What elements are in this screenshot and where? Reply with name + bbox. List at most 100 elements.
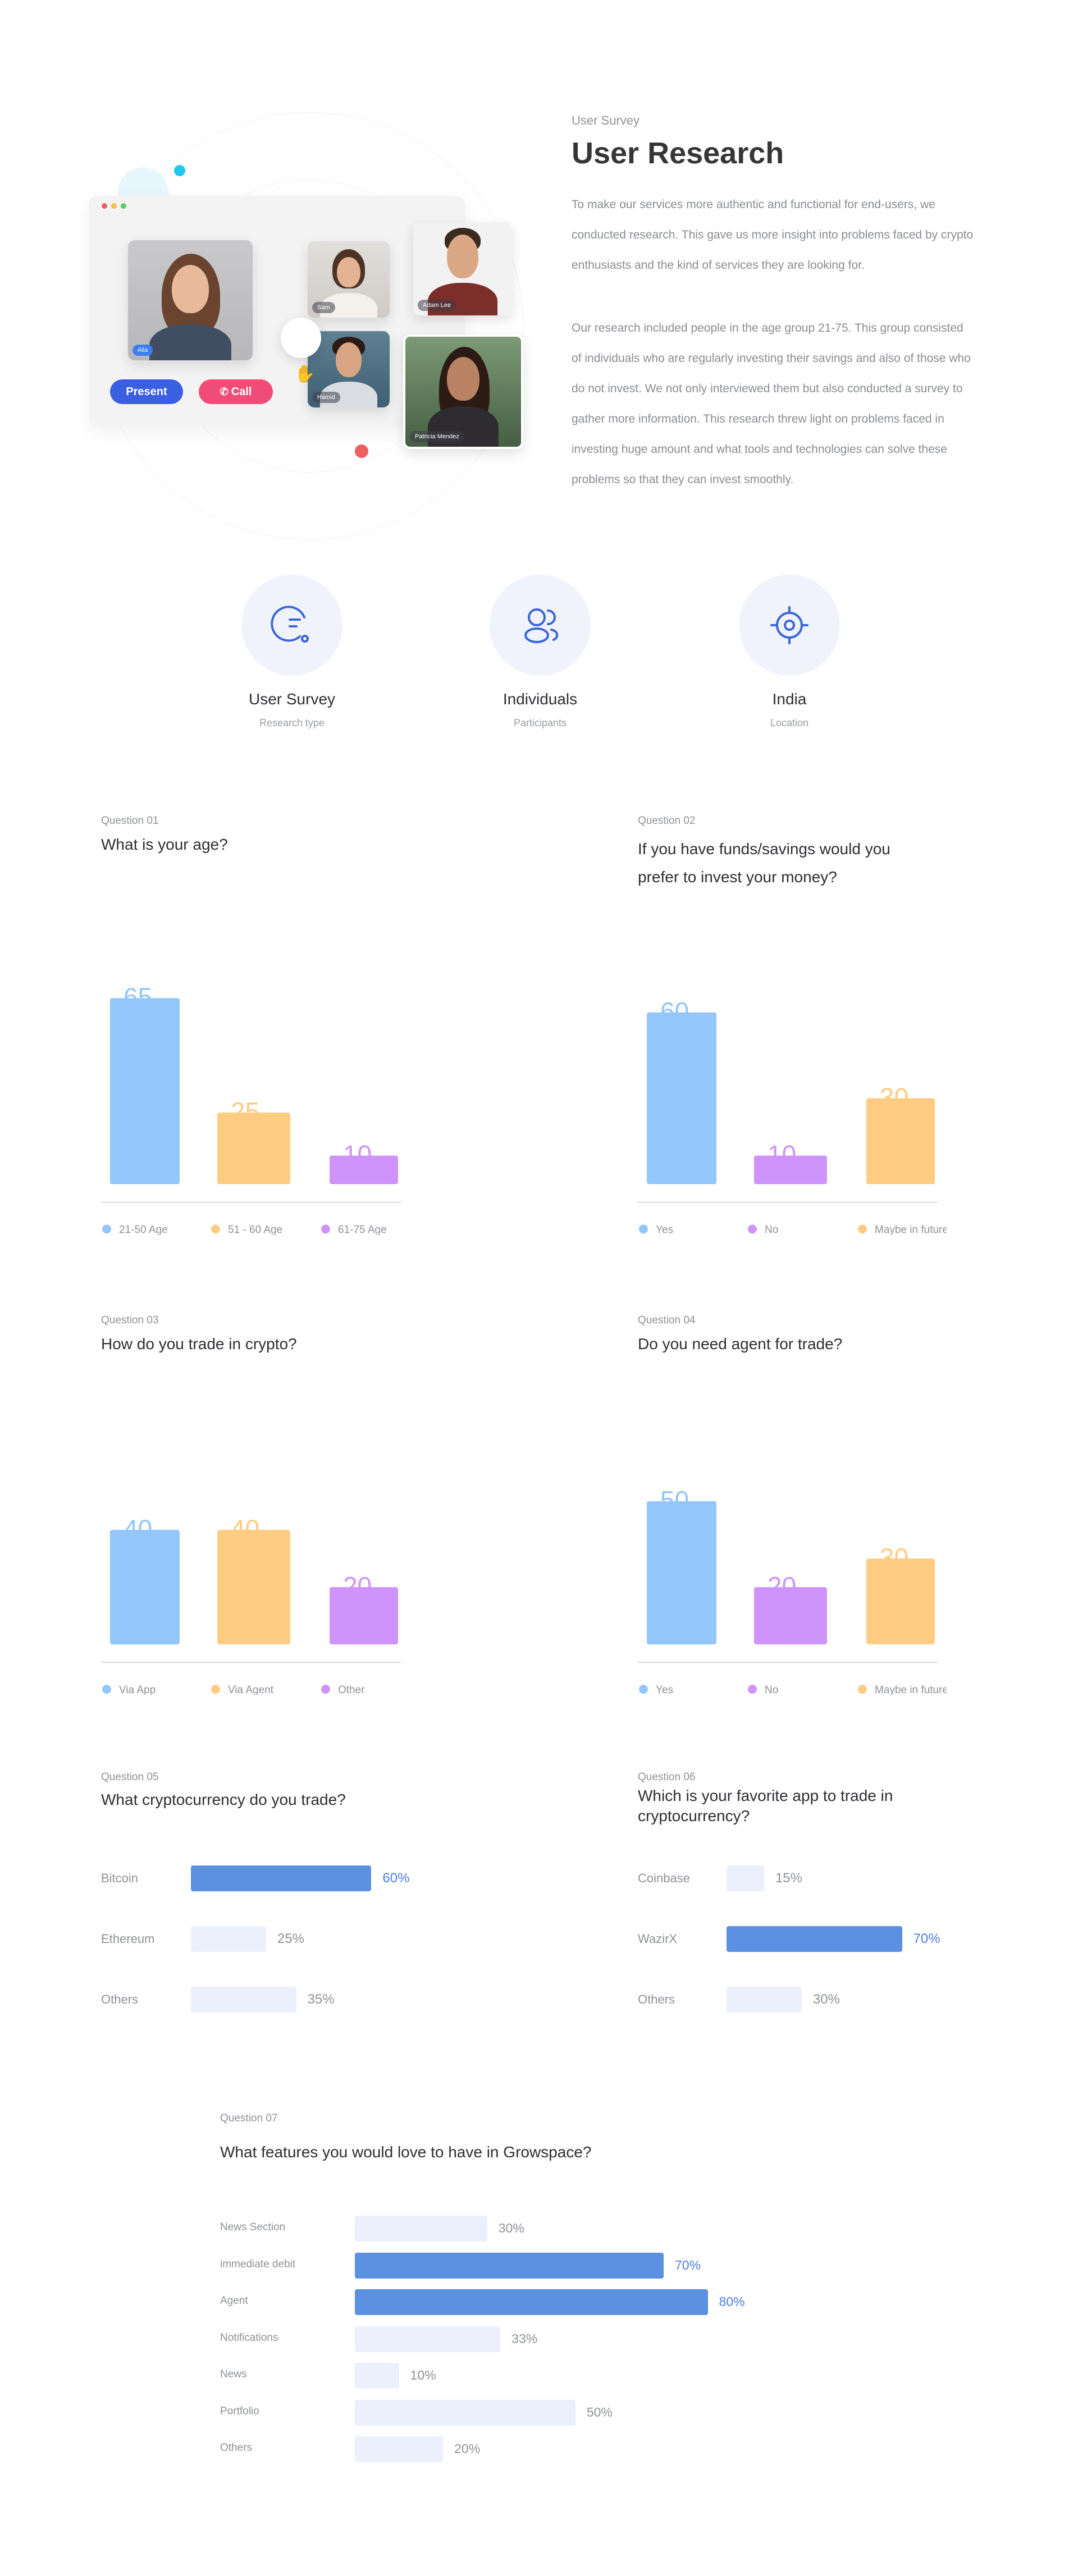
paragraph-line: gather more information. This research t… [572, 412, 944, 425]
bar-value-label: 10% [343, 1140, 381, 1169]
legend-dot [321, 1225, 330, 1234]
question-number: Question 02 [638, 815, 696, 827]
bar-category-label: Others [638, 1992, 675, 2006]
bar-value-label: 35% [307, 1992, 335, 2007]
bar [754, 1587, 827, 1644]
hand-cursor-icon: ✋ [294, 365, 316, 383]
bar-category-label: Bitcoin [101, 1871, 139, 1885]
bar [217, 1112, 290, 1184]
legend-dot [748, 1225, 757, 1234]
bar-value-label: 60% [660, 997, 698, 1026]
stat-survey-title: User Survey [248, 690, 336, 708]
stat-survey-subtitle: Research type [259, 717, 325, 728]
bar-category-label: News [220, 2368, 247, 2380]
bar-category-label: Notifications [220, 2331, 278, 2344]
window-minimize-dot [111, 203, 117, 209]
bar-value-label: 50% [660, 1486, 698, 1515]
bar-value-label: 15% [775, 1871, 802, 1886]
decor-blue-dot [174, 165, 185, 176]
research-paragraph: Our research included people in the age … [572, 313, 1021, 495]
participant-tile-glasses: Hamid [308, 331, 390, 407]
bar-value-label: 20% [454, 2441, 481, 2456]
participant-tile-active: Patricia Mendez [403, 334, 523, 449]
bar [330, 1587, 398, 1644]
question-title-line-2: prefer to invest your money? [638, 868, 837, 886]
legend-dot [639, 1685, 648, 1694]
bar [355, 2363, 399, 2389]
decor-red-dot [355, 444, 368, 458]
bar-category-label: Others [220, 2442, 253, 2454]
target-icon [770, 606, 808, 644]
question-number: Question 07 [220, 2112, 278, 2124]
bar [727, 1865, 764, 1891]
stat-individuals-circle [490, 575, 591, 676]
bar-value-label: 30% [498, 2221, 524, 2235]
bar-value-label: 65% [124, 983, 161, 1012]
bar-unit-label: % [908, 1097, 917, 1108]
cursor-spotlight [281, 318, 321, 358]
paragraph-line: To make our services more authentic and … [572, 198, 935, 211]
bar-unit-label: % [152, 1529, 161, 1540]
bar-value-label: 50% [586, 2404, 613, 2419]
bar-value-label: 70% [675, 2257, 701, 2272]
bar-value-label: 40% [231, 1514, 268, 1543]
legend-label: No [765, 1224, 778, 1235]
legend-label: Other [338, 1684, 365, 1695]
bar-category-label: immediate debit [220, 2258, 296, 2270]
stat-location-subtitle: Location [770, 717, 809, 728]
bar [727, 1926, 902, 1952]
stat-individuals-title: Individuals [503, 690, 578, 708]
window-expand-dot [121, 203, 126, 209]
question-number: Question 01 [101, 815, 159, 827]
legend-label: 61-75 Age [338, 1224, 387, 1235]
age-bar-chart: 65% 25% 10% 21-50 Age 51 - 60 Age 61-75 Age [101, 983, 401, 1235]
present-button[interactable]: Present [110, 379, 183, 404]
participant-tile-main: Alia [128, 240, 253, 360]
bar-value-label: 10% [768, 1140, 805, 1169]
question-number: Question 04 [638, 1314, 696, 1326]
question-title: Which is your favorite app to trade in [638, 1787, 893, 1804]
legend-label: Via App [119, 1684, 156, 1695]
bar [355, 2436, 444, 2462]
bar [191, 1865, 372, 1891]
agent-bar-chart: 50% 20% 30% Yes No Maybe in future [638, 1486, 947, 1695]
legend-label: Via Agent [228, 1684, 274, 1695]
bar [866, 1098, 935, 1184]
legend-label: 21-50 Age [119, 1224, 168, 1235]
legend-dot [639, 1225, 648, 1234]
crypto-horizontal-chart: Bitcoin 60% Ethereum 25% Others 35% [101, 1863, 494, 2032]
question-number: Question 03 [101, 1314, 159, 1326]
question-number: Question 06 [638, 1771, 696, 1783]
paragraph-line: Our research included people in the age … [572, 322, 963, 334]
legend-dot [211, 1225, 220, 1234]
bar-unit-label: % [259, 1529, 268, 1540]
question-number: Question 05 [101, 1771, 159, 1783]
participant-tile-bearded: Adam Lee [413, 222, 512, 315]
bar-category-label: Portfolio [220, 2405, 259, 2417]
legend-label: Yes [656, 1224, 673, 1235]
bar-value-label: 60% [382, 1871, 410, 1886]
bar-value-label: 30% [880, 1083, 917, 1112]
bar-unit-label: % [796, 1586, 805, 1597]
bar [754, 1156, 827, 1184]
chart-refresh-icon [271, 606, 309, 643]
bar-value-label: 70% [913, 1931, 940, 1946]
question-title: How do you trade in crypto? [101, 1335, 297, 1353]
question-title: What features you would love to have in … [220, 2143, 592, 2161]
intro-paragraph: To make our services more authentic and … [572, 190, 1021, 281]
call-button[interactable]: ✆ Call [199, 379, 273, 404]
paragraph-line: of individuals who are regularly investi… [572, 352, 971, 365]
question-title: What is your age? [101, 836, 228, 853]
bar-unit-label: % [908, 1557, 917, 1569]
legend-dot [748, 1685, 757, 1694]
paragraph-line: problems so that they can invest smoothl… [572, 473, 794, 486]
participant-name-tag: Adam Lee [418, 300, 456, 311]
legend-dot [858, 1225, 867, 1234]
participant-tile-headset: Sam [308, 241, 390, 318]
bar-unit-label: % [796, 1154, 805, 1166]
bar [110, 998, 180, 1184]
bar-category-label: WazirX [638, 1932, 678, 1946]
legend-dot [102, 1225, 111, 1234]
question-title: What cryptocurrency do you trade? [101, 1791, 346, 1808]
bar-value-label: 33% [511, 2331, 538, 2346]
